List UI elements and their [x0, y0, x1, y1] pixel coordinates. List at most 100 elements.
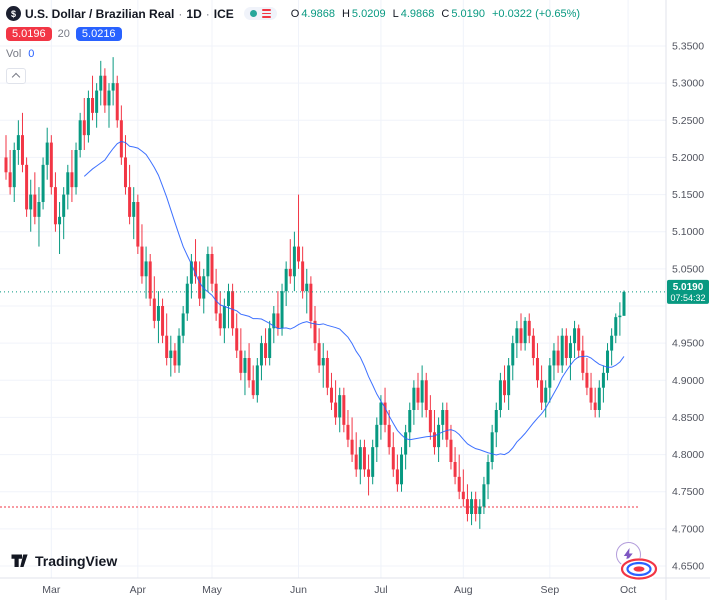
price-tick-label: 5.3000: [672, 78, 704, 90]
candle-body: [313, 320, 317, 344]
candle-body: [494, 410, 498, 433]
candle-body: [222, 306, 226, 329]
candle-body: [503, 380, 507, 396]
candle-body: [589, 387, 593, 403]
headlines-icon: [261, 9, 271, 18]
interval-button[interactable]: 1D: [186, 6, 202, 21]
candle-body: [107, 90, 111, 106]
candle-body: [568, 343, 572, 358]
candle-body: [156, 306, 160, 321]
close-value: 5.0190: [451, 7, 485, 20]
candle-body: [12, 150, 16, 188]
candle-body: [432, 432, 436, 448]
candle-body: [577, 328, 581, 351]
candle-body: [185, 283, 189, 314]
collapse-legend-button[interactable]: [6, 68, 26, 84]
candle-body: [235, 328, 239, 351]
candle-body: [292, 246, 296, 277]
candle-body: [91, 98, 95, 113]
candle-body: [144, 261, 148, 277]
candle-body: [243, 358, 247, 373]
last-price-badge[interactable]: [667, 279, 709, 304]
candle-body: [177, 335, 181, 366]
candle-body: [37, 202, 41, 217]
candle-body: [614, 317, 618, 336]
candle-body: [49, 142, 53, 188]
candle-body: [342, 395, 346, 425]
candle-body: [198, 276, 202, 299]
candle-body: [148, 261, 152, 299]
candle-body: [140, 246, 144, 277]
month-label: Jul: [374, 584, 387, 596]
open-label: O: [290, 7, 300, 20]
candle-body: [490, 432, 494, 462]
month-label: Aug: [454, 584, 473, 596]
candle-body: [255, 365, 259, 396]
candle-body: [334, 402, 338, 418]
candle-body: [214, 283, 218, 314]
community-ideas-button[interactable]: [620, 558, 658, 580]
candle-body: [465, 499, 469, 514]
candle-body: [288, 268, 292, 277]
candle-body: [206, 254, 210, 277]
candle-body: [437, 424, 441, 448]
candle-body: [449, 439, 453, 462]
candle-body: [358, 447, 362, 470]
candle-body: [453, 462, 457, 477]
candle-body: [416, 387, 420, 403]
candle-body: [560, 335, 564, 366]
candle-body: [119, 120, 123, 158]
close-label: C: [441, 7, 450, 20]
candle-body: [123, 157, 127, 188]
candle-body: [189, 261, 193, 284]
candle-body: [383, 402, 387, 425]
indicator-legend[interactable]: 5.0196 20 5.0216: [6, 27, 580, 41]
candle-body: [74, 150, 78, 188]
market-status-icon: [249, 10, 257, 17]
candle-body: [45, 142, 49, 165]
candle-body: [400, 454, 404, 485]
lightning-icon: [623, 547, 633, 562]
candle-body: [486, 462, 490, 485]
separator: ·: [205, 6, 210, 21]
candle-body: [581, 350, 585, 373]
price-tick-label: 4.9000: [672, 375, 704, 387]
candle-body: [66, 172, 70, 195]
exchange-label[interactable]: ICE: [213, 6, 234, 21]
candle-body: [173, 350, 177, 366]
candle-body: [194, 261, 198, 277]
price-tick-label: 4.8000: [672, 449, 704, 461]
candle-body: [478, 506, 482, 514]
candle-body: [387, 424, 391, 448]
candle-body: [247, 358, 251, 381]
candle-body: [305, 283, 309, 292]
quick-actions[interactable]: [243, 7, 277, 20]
candle-body: [498, 380, 502, 410]
brand-name: TradingView: [35, 552, 118, 569]
separator: ·: [178, 6, 183, 21]
volume-legend[interactable]: Vol 0: [6, 48, 580, 60]
candle-body: [95, 90, 99, 113]
candle-body: [111, 83, 115, 91]
candle-body: [610, 335, 614, 351]
candle-body: [531, 335, 535, 358]
candle-body: [70, 172, 74, 188]
candle-body: [99, 75, 103, 91]
concentric-rings-icon: [620, 558, 658, 580]
candle-body: [354, 454, 358, 470]
candle-body: [461, 491, 465, 500]
candle-body: [239, 350, 243, 373]
candle-body: [264, 343, 268, 358]
tradingview-logo[interactable]: TradingView: [10, 551, 117, 570]
price-tick-label: 4.7000: [672, 523, 704, 535]
symbol-title[interactable]: U.S. Dollar / Brazilian Real: [25, 6, 175, 21]
price-tick-label: 5.2000: [672, 152, 704, 164]
symbol-logo-icon[interactable]: $: [6, 6, 21, 21]
symbol-row: $ U.S. Dollar / Brazilian Real · 1D · IC…: [6, 6, 580, 21]
candle-body: [556, 350, 560, 366]
candle-body: [169, 350, 173, 358]
month-label: May: [202, 584, 223, 596]
candle-body: [202, 276, 206, 299]
candle-body: [470, 499, 474, 514]
